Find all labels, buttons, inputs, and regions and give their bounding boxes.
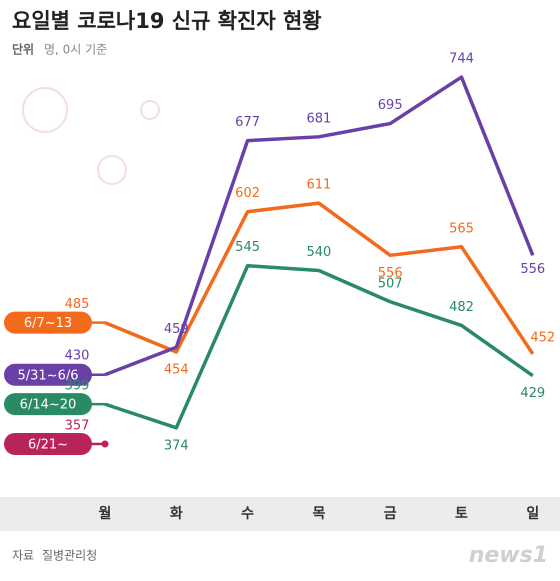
data-label: 565 [449, 221, 474, 236]
subtitle: 명, 0시 기준 [44, 43, 107, 57]
data-label: 452 [530, 330, 555, 345]
data-label: 611 [306, 178, 331, 193]
series-line [104, 263, 534, 430]
decoration [22, 87, 160, 185]
data-label: 695 [378, 98, 403, 113]
data-label: 507 [378, 276, 403, 291]
data-label: 374 [164, 438, 189, 453]
x-tick-label: 일 [526, 506, 539, 522]
legend-label: 6/21~ [28, 437, 68, 452]
data-label: 399 [65, 379, 90, 394]
x-tick-label: 화 [170, 506, 183, 522]
data-label: 430 [65, 348, 90, 363]
unit-label: 단위 [12, 42, 34, 57]
data-label: 744 [449, 52, 474, 67]
data-label: 556 [520, 262, 545, 277]
logo: news1 [469, 543, 548, 568]
data-label: 556 [378, 266, 403, 281]
data-label: 459 [164, 322, 189, 337]
data-label: 602 [235, 186, 260, 201]
data-label: 429 [520, 386, 545, 401]
series-line [104, 201, 535, 355]
legend-pill [4, 432, 92, 455]
source: 질병관리청 [42, 549, 97, 563]
x-tick-label: 토 [455, 506, 468, 522]
chart-title: 요일별 코로나19 신규 확진자 현황 [12, 9, 322, 33]
legend-pill [4, 393, 92, 416]
data-label: 540 [306, 245, 331, 260]
legend-label: 6/14~20 [20, 398, 77, 413]
legend-pill [4, 311, 92, 334]
point [101, 440, 109, 448]
data-label: 677 [235, 115, 260, 130]
source-label: 자료 [12, 549, 34, 563]
x-tick-label: 목 [312, 506, 325, 522]
data-label: 482 [449, 300, 474, 315]
data-label: 485 [65, 297, 90, 312]
x-tick-label: 금 [384, 506, 397, 522]
x-tick-label: 수 [241, 506, 254, 522]
legend-label: 6/7~13 [24, 316, 72, 331]
category-band [0, 497, 560, 531]
series-line [104, 75, 535, 377]
data-label: 681 [306, 111, 331, 126]
legend-pill [4, 363, 92, 386]
x-tick-label: 월 [99, 505, 112, 522]
data-label: 545 [235, 240, 260, 255]
data-label: 357 [65, 418, 90, 433]
data-label: 454 [164, 363, 189, 378]
legend-label: 5/31~6/6 [17, 368, 78, 383]
